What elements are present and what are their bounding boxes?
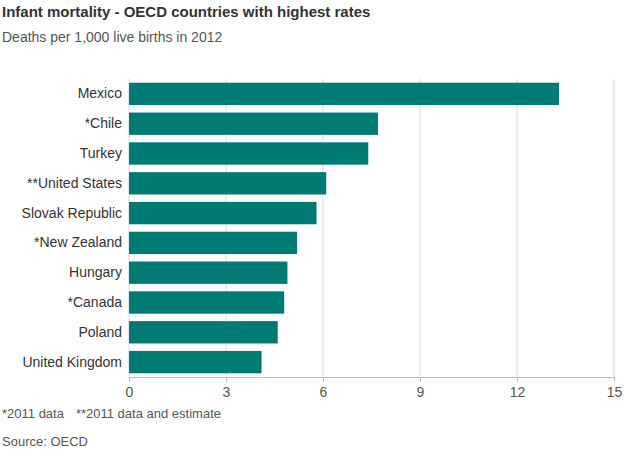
y-tick: *Canada xyxy=(68,294,130,310)
category-label: Hungary xyxy=(69,264,122,280)
y-tick: Mexico xyxy=(78,85,129,101)
category-label: *Canada xyxy=(68,294,123,310)
grid-line xyxy=(420,79,421,377)
bar xyxy=(129,202,317,224)
x-axis: 0 3 6 9 12 15 xyxy=(126,377,623,400)
x-tick: 3 xyxy=(223,377,231,400)
bar xyxy=(129,321,278,343)
title: Infant mortality - OECD countries with h… xyxy=(2,3,370,20)
footnote: *2011 data xyxy=(2,406,65,421)
x-tick-label: 6 xyxy=(320,384,328,400)
y-tick: Turkey xyxy=(80,145,129,161)
bar xyxy=(129,232,297,254)
y-tick: United Kingdom xyxy=(22,354,129,370)
y-tick: **United States xyxy=(27,175,129,191)
x-tick-mark xyxy=(614,377,615,382)
bars xyxy=(129,83,559,374)
x-tick-mark xyxy=(323,377,324,382)
bar xyxy=(129,291,284,313)
bar xyxy=(129,172,326,194)
y-tick: Poland xyxy=(78,324,129,340)
x-tick-mark xyxy=(129,377,130,382)
subtitle: Deaths per 1,000 live births in 2012 xyxy=(2,29,222,45)
plot: 0 3 6 9 12 15 Mexico *Chile Turkey **United State… xyxy=(22,79,623,400)
category-label: Mexico xyxy=(78,85,123,101)
bar xyxy=(129,142,368,164)
x-tick-mark xyxy=(226,377,227,382)
x-tick-mark xyxy=(517,377,518,382)
bar xyxy=(129,83,559,105)
category-label: Poland xyxy=(78,324,122,340)
x-tick: 12 xyxy=(510,377,526,400)
category-label: United Kingdom xyxy=(22,354,122,370)
x-axis-line xyxy=(130,378,615,383)
x-tick-mark xyxy=(420,377,421,382)
x-tick: 0 xyxy=(126,377,134,400)
x-tick: 15 xyxy=(607,377,623,400)
chart: Infant mortality - OECD countries with h… xyxy=(0,0,624,460)
bar xyxy=(129,113,378,135)
grid-line xyxy=(614,79,615,377)
category-label: Slovak Republic xyxy=(22,205,122,221)
y-tick: Slovak Republic xyxy=(22,205,129,221)
y-axis-line xyxy=(129,80,130,378)
x-tick-label: 3 xyxy=(223,384,231,400)
y-tick: *Chile xyxy=(85,115,129,131)
x-tick-label: 15 xyxy=(607,384,623,400)
y-tick: *New Zealand xyxy=(34,234,129,250)
grid-line xyxy=(517,79,518,377)
x-tick: 6 xyxy=(320,377,328,400)
grid xyxy=(129,79,614,377)
bar xyxy=(129,351,262,373)
category-label: *New Zealand xyxy=(34,234,122,250)
bar xyxy=(129,262,287,284)
footnote: **2011 data and estimate xyxy=(76,406,221,421)
source: Source: OECD xyxy=(2,434,88,449)
x-tick-label: 0 xyxy=(126,384,134,400)
x-tick: 9 xyxy=(417,377,425,400)
x-tick-label: 9 xyxy=(417,384,425,400)
y-tick: Hungary xyxy=(69,264,129,280)
x-tick-label: 12 xyxy=(510,384,526,400)
category-label: *Chile xyxy=(85,115,123,131)
y-axis: Mexico *Chile Turkey **United States Slovak … xyxy=(22,80,130,378)
category-label: Turkey xyxy=(80,145,122,161)
category-label: **United States xyxy=(27,175,122,191)
